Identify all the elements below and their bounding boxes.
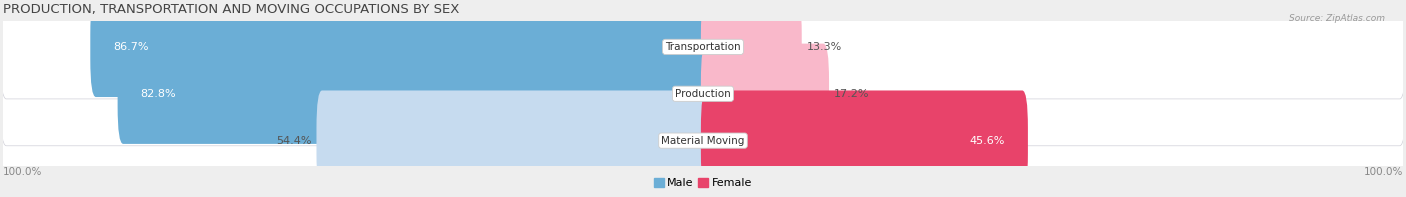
FancyBboxPatch shape — [702, 90, 1028, 191]
FancyBboxPatch shape — [118, 44, 704, 144]
FancyBboxPatch shape — [0, 0, 1406, 99]
Text: PRODUCTION, TRANSPORTATION AND MOVING OCCUPATIONS BY SEX: PRODUCTION, TRANSPORTATION AND MOVING OC… — [3, 3, 460, 16]
FancyBboxPatch shape — [0, 42, 1406, 146]
FancyBboxPatch shape — [702, 44, 830, 144]
Text: 100.0%: 100.0% — [1364, 167, 1403, 177]
Text: 13.3%: 13.3% — [807, 42, 842, 52]
Text: 100.0%: 100.0% — [3, 167, 42, 177]
Text: Production: Production — [675, 89, 731, 99]
Text: Material Moving: Material Moving — [661, 136, 745, 146]
Text: 82.8%: 82.8% — [141, 89, 176, 99]
Text: Source: ZipAtlas.com: Source: ZipAtlas.com — [1289, 14, 1385, 23]
Text: 45.6%: 45.6% — [969, 136, 1005, 146]
Text: 17.2%: 17.2% — [834, 89, 869, 99]
FancyBboxPatch shape — [0, 89, 1406, 193]
Text: 54.4%: 54.4% — [276, 136, 312, 146]
FancyBboxPatch shape — [702, 0, 801, 97]
Text: 86.7%: 86.7% — [114, 42, 149, 52]
FancyBboxPatch shape — [316, 90, 704, 191]
FancyBboxPatch shape — [90, 0, 704, 97]
Text: Transportation: Transportation — [665, 42, 741, 52]
Legend: Male, Female: Male, Female — [650, 174, 756, 193]
